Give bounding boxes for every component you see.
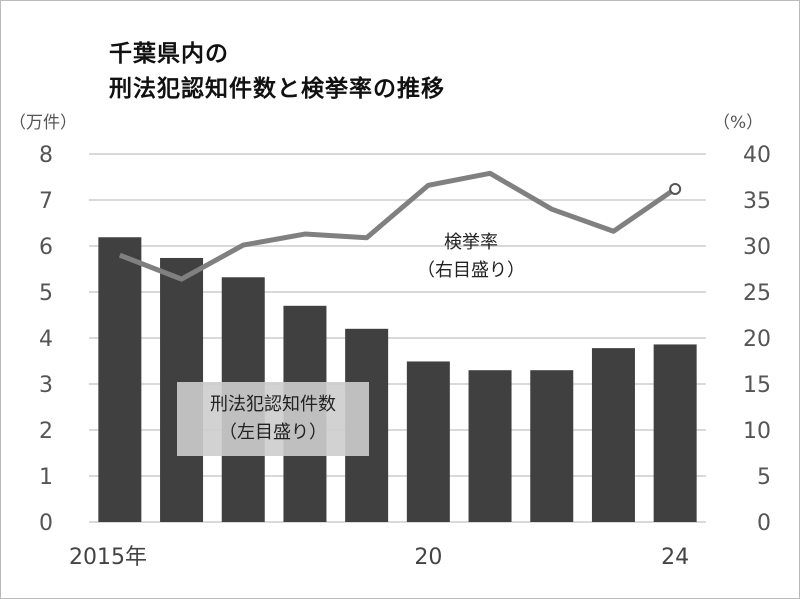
left-tick-label: 1 xyxy=(39,465,53,490)
right-tick-label: 35 xyxy=(743,189,771,214)
left-tick-label: 8 xyxy=(39,143,53,168)
left-tick-label: 0 xyxy=(39,511,53,536)
right-tick-label: 0 xyxy=(757,511,771,536)
bar-2022 xyxy=(530,370,574,522)
bar-series-label: 刑法犯認知件数 （左目盛り） xyxy=(177,382,369,456)
left-tick-label: 7 xyxy=(39,189,53,214)
right-tick-label: 20 xyxy=(743,327,771,352)
bar-series-label-2: （左目盛り） xyxy=(219,422,327,443)
x-tick-label: 2015年 xyxy=(69,545,147,570)
left-tick-label: 2 xyxy=(39,419,53,444)
right-tick-label: 5 xyxy=(757,465,771,490)
rate-point-2024 xyxy=(669,182,682,195)
right-axis-unit: （%） xyxy=(713,113,764,133)
bar-2024 xyxy=(653,344,697,522)
x-tick-label: 24 xyxy=(661,545,689,570)
right-tick-label: 40 xyxy=(743,143,771,168)
right-tick-label: 25 xyxy=(743,281,771,306)
rate-line xyxy=(118,170,677,282)
bar-2020 xyxy=(406,361,450,522)
right-tick-label: 15 xyxy=(743,373,771,398)
right-tick-label: 30 xyxy=(743,235,771,260)
bar-2015 xyxy=(98,237,142,522)
right-tick-label: 10 xyxy=(743,419,771,444)
chart-title-line1: 千葉県内の xyxy=(109,41,229,67)
left-tick-label: 5 xyxy=(39,281,53,306)
x-tick-label: 20 xyxy=(414,545,442,570)
chart-title-line2: 刑法犯認知件数と検挙率の推移 xyxy=(109,76,445,102)
bar-series-label-1: 刑法犯認知件数 xyxy=(210,394,336,415)
bar-2021 xyxy=(468,370,512,522)
left-tick-label: 4 xyxy=(39,327,53,352)
left-tick-label: 3 xyxy=(39,373,53,398)
bar-2023 xyxy=(591,348,635,522)
left-tick-label: 6 xyxy=(39,235,53,260)
left-axis-unit: （万件） xyxy=(9,113,77,133)
line-series-label-2: （右目盛り） xyxy=(417,260,525,281)
line-series-label-1: 検挙率 xyxy=(444,232,498,253)
line-series-label: 検挙率 （右目盛り） xyxy=(381,229,561,285)
